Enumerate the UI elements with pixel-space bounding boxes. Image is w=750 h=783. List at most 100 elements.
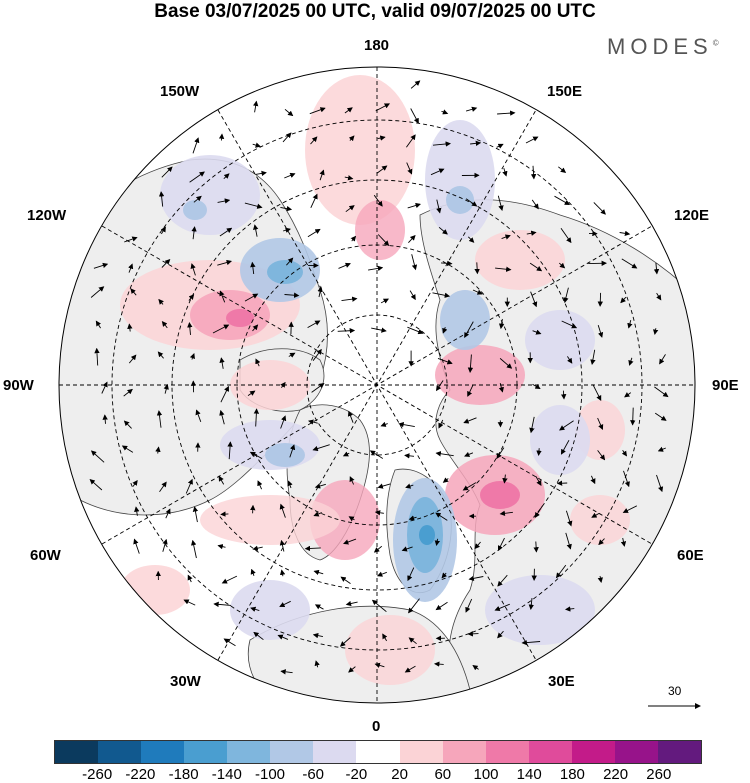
wind-vector bbox=[280, 381, 286, 388]
wind-vector bbox=[565, 510, 573, 527]
wind-vector bbox=[252, 100, 259, 113]
anom-neg-beaufort-core bbox=[267, 260, 303, 284]
colorbar-segment bbox=[270, 741, 314, 763]
anom-pos-canada-center bbox=[226, 309, 254, 327]
wind-vector bbox=[158, 298, 164, 305]
wind-vector bbox=[374, 510, 384, 516]
wind-vector bbox=[465, 598, 473, 613]
wind-vector bbox=[597, 292, 603, 307]
wind-vector bbox=[279, 503, 286, 518]
wind-vector bbox=[310, 193, 318, 208]
wind-vector bbox=[558, 166, 567, 173]
wind-vector bbox=[627, 319, 633, 329]
wind-vector bbox=[410, 108, 419, 124]
wind-vector bbox=[344, 175, 354, 181]
colorbar-tick-label: 260 bbox=[646, 766, 672, 783]
anom-neg-norwegian-center bbox=[419, 525, 435, 545]
map-title: Base 03/07/2025 00 UTC, valid 09/07/2025… bbox=[154, 1, 596, 22]
wind-vector bbox=[623, 470, 630, 488]
wind-vector bbox=[619, 230, 631, 237]
colorbar-segment bbox=[528, 741, 572, 763]
wind-vector bbox=[565, 606, 575, 612]
wind-vector bbox=[250, 261, 256, 275]
wind-vector bbox=[132, 479, 138, 487]
wind-vector bbox=[437, 357, 453, 365]
wind-vector bbox=[472, 664, 479, 671]
wind-vector bbox=[349, 476, 355, 485]
wind-vector bbox=[442, 327, 448, 334]
wind-vector bbox=[348, 135, 355, 142]
wind-vector bbox=[195, 409, 202, 423]
wind-vector bbox=[371, 599, 387, 613]
wind-vector bbox=[187, 574, 193, 583]
wind-vector bbox=[133, 538, 140, 554]
lon-label-120w: 120W bbox=[27, 207, 67, 224]
wind-vector bbox=[373, 545, 383, 553]
colorbar-segment bbox=[141, 741, 185, 763]
anom-neg-north-atlantic bbox=[230, 580, 310, 640]
wind-vector bbox=[371, 327, 387, 333]
wind-vector bbox=[348, 666, 356, 673]
wind-vector bbox=[309, 107, 326, 115]
wind-vector bbox=[94, 347, 100, 366]
wind-vector bbox=[90, 450, 105, 463]
wind-vector bbox=[435, 601, 448, 611]
wind-vector bbox=[217, 198, 231, 204]
wind-vector bbox=[628, 357, 634, 366]
wind-vector bbox=[339, 637, 351, 647]
wind-vector bbox=[374, 662, 385, 668]
wind-vector bbox=[317, 286, 323, 298]
wind-vector bbox=[284, 292, 300, 298]
colorbar-segment bbox=[442, 741, 486, 763]
wind-vector bbox=[161, 166, 173, 178]
brand-text: MODES bbox=[607, 34, 713, 59]
wind-vector bbox=[312, 348, 322, 361]
wind-vector bbox=[497, 537, 505, 552]
colorbar-tick-label: -140 bbox=[211, 766, 242, 783]
wind-vector bbox=[162, 538, 168, 552]
wind-vector bbox=[130, 288, 137, 296]
wind-vector bbox=[252, 545, 263, 551]
wind-vector bbox=[287, 480, 293, 489]
wind-vector bbox=[368, 265, 384, 272]
wind-vector bbox=[435, 512, 448, 521]
wind-vector bbox=[597, 575, 603, 583]
wind-vector bbox=[343, 538, 357, 545]
wind-vector bbox=[382, 633, 388, 642]
wind-vector bbox=[157, 351, 164, 359]
wind-vector bbox=[191, 226, 197, 240]
wind-vector bbox=[183, 599, 196, 606]
wind-vector bbox=[502, 167, 508, 177]
wind-vector bbox=[280, 669, 293, 675]
wind-vector bbox=[217, 544, 226, 550]
wind-vector bbox=[304, 545, 321, 552]
wind-vector bbox=[408, 598, 420, 614]
wind-vector bbox=[440, 260, 453, 267]
wind-vector bbox=[401, 546, 413, 552]
wind-vector bbox=[345, 205, 355, 213]
wind-vector bbox=[495, 266, 512, 272]
wind-vector bbox=[408, 515, 417, 521]
wind-vector bbox=[654, 386, 669, 398]
wind-vector bbox=[219, 357, 225, 369]
wind-vector bbox=[188, 294, 195, 301]
wind-vector bbox=[314, 604, 324, 610]
wind-vector bbox=[432, 292, 451, 298]
wind-vector bbox=[659, 354, 666, 365]
wind-vector bbox=[221, 575, 238, 584]
wind-vector bbox=[499, 358, 513, 369]
wind-vector bbox=[407, 202, 421, 209]
wind-vector bbox=[502, 474, 508, 484]
wind-vector bbox=[438, 419, 444, 429]
lon-label-90w: 90W bbox=[3, 377, 34, 394]
wind-vector bbox=[560, 390, 567, 400]
wind-vector bbox=[598, 538, 605, 546]
wind-vector bbox=[219, 290, 226, 303]
wind-vector bbox=[560, 439, 570, 455]
wind-vector bbox=[398, 421, 415, 428]
wind-vector bbox=[252, 142, 261, 148]
colorbar-segment bbox=[657, 741, 701, 763]
colorbar-segment bbox=[184, 741, 228, 763]
wind-vector bbox=[590, 349, 596, 365]
